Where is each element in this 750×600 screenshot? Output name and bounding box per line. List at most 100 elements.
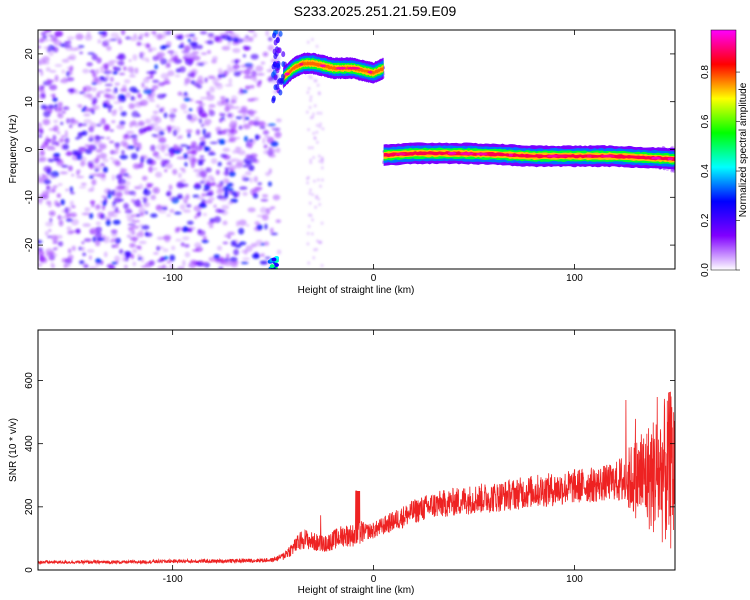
noise-speck: [95, 92, 101, 98]
noise-speck: [260, 61, 266, 65]
noise-speck: [307, 86, 311, 90]
streak-speck: [273, 262, 279, 267]
noise-speck: [178, 172, 182, 178]
noise-speck: [236, 159, 245, 166]
noise-speck: [123, 264, 128, 269]
noise-speck: [38, 198, 43, 205]
noise-speck: [52, 46, 59, 53]
noise-speck: [146, 42, 150, 49]
edge-streak: [267, 30, 288, 269]
noise-speck: [118, 72, 126, 76]
noise-speck: [53, 125, 59, 132]
noise-speck: [162, 235, 171, 240]
noise-speck: [240, 261, 249, 265]
noise-speck: [318, 202, 321, 206]
noise-speck: [132, 137, 138, 145]
noise-speck: [169, 254, 176, 262]
noise-speck: [249, 177, 254, 184]
noise-speck: [91, 53, 98, 61]
noise-speck: [270, 126, 275, 130]
noise-speck: [173, 211, 182, 215]
noise-speck: [78, 246, 82, 251]
noise-speck: [88, 265, 97, 269]
noise-speck: [99, 120, 103, 125]
noise-speck: [262, 51, 269, 57]
noise-speck: [52, 93, 56, 99]
noise-speck: [264, 223, 268, 230]
noise-speck: [254, 186, 263, 191]
x-tick-label: -100: [163, 574, 183, 585]
noise-speck: [106, 263, 114, 269]
noise-speck: [56, 202, 61, 208]
noise-speck: [250, 53, 259, 60]
noise-speck: [49, 70, 57, 73]
noise-speck: [87, 52, 95, 55]
noise-speck: [228, 136, 237, 143]
noise-speck: [124, 134, 132, 140]
noise-speck: [244, 68, 251, 76]
noise-speck: [105, 219, 111, 226]
noise-speck: [139, 212, 145, 217]
noise-speck: [114, 82, 120, 86]
page-title: S233.2025.251.21.59.E09: [294, 3, 457, 19]
track-peak: [460, 152, 474, 156]
noise-speck: [88, 137, 94, 142]
noise-speck: [318, 125, 322, 129]
noise-speck: [219, 113, 226, 117]
noise-speck: [100, 69, 104, 74]
noise-speck: [230, 198, 238, 203]
noise-speck: [158, 209, 167, 214]
noise-speck: [130, 253, 135, 260]
noise-speck: [207, 152, 216, 156]
noise-speck: [321, 127, 325, 131]
noise-speck: [206, 94, 215, 101]
noise-speck: [41, 173, 45, 178]
noise-speck: [75, 136, 80, 140]
noise-speck: [58, 138, 65, 143]
noise-speck: [46, 251, 55, 255]
noise-speck: [164, 207, 168, 211]
noise-speck: [38, 174, 41, 178]
noise-speck: [57, 130, 61, 135]
snr-frame: [37, 329, 676, 571]
noise-speck: [102, 103, 108, 108]
noise-speck: [275, 219, 281, 223]
noise-speck: [104, 83, 113, 87]
noise-speck: [61, 216, 66, 219]
noise-speck: [237, 109, 243, 114]
noise-speck: [109, 76, 114, 82]
noise-speck: [141, 224, 150, 230]
noise-speck: [156, 93, 166, 99]
noise-speck: [91, 99, 97, 106]
noise-speck: [148, 165, 154, 173]
noise-speck: [154, 64, 158, 70]
noise-speck: [126, 234, 132, 238]
noise-speck: [61, 110, 66, 114]
noise-speck: [308, 105, 312, 109]
noise-speck: [222, 186, 230, 193]
noise-speck: [83, 93, 92, 98]
noise-speck: [91, 179, 97, 186]
noise-speck: [93, 138, 102, 146]
noise-speck: [38, 194, 46, 199]
noise-speck: [243, 158, 250, 164]
noise-speck: [216, 35, 221, 41]
noise-speck: [168, 196, 178, 201]
noise-speck: [143, 77, 150, 84]
noise-speck: [234, 243, 242, 249]
y-tick-label: 600: [24, 372, 35, 389]
noise-speck: [197, 63, 205, 66]
noise-speck: [139, 161, 144, 169]
noise-speck: [66, 226, 72, 231]
noise-speck: [42, 38, 50, 42]
noise-speck: [75, 33, 84, 41]
noise-speck: [39, 255, 46, 262]
noise-speck: [233, 248, 239, 256]
noise-speck: [254, 221, 260, 226]
snr-marks: [38, 391, 675, 566]
noise-speck: [145, 118, 152, 125]
noise-speck: [101, 173, 106, 178]
noise-speck: [264, 135, 270, 139]
noise-speck: [176, 226, 185, 231]
